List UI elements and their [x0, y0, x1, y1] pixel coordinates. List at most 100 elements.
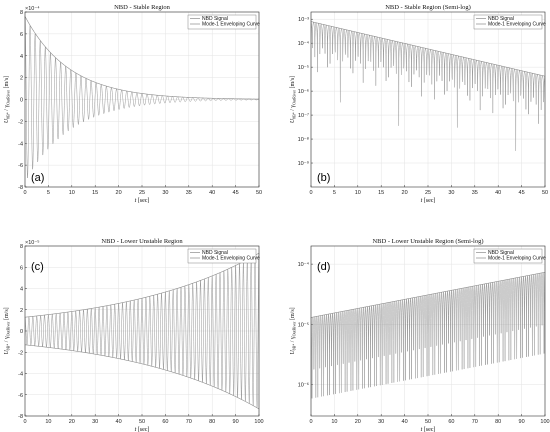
chart-d-xtick-label: 70: [472, 419, 478, 425]
chart-a-ytick-label: -8: [18, 185, 23, 191]
chart-c-ytick-label: -6: [18, 393, 23, 399]
chart-a-xtick-label: 5: [47, 190, 50, 196]
chart-d-xtick-label: 90: [519, 419, 525, 425]
chart-d-ylabel: UθB* / γOutRiver [m/s]: [290, 307, 297, 354]
chart-a-xtick-label: 45: [233, 190, 239, 196]
chart-d-title: NBD - Lower Unstable Region (Semi-log): [372, 238, 483, 245]
chart-c-series-envelope-lower: [24, 344, 260, 410]
chart-b-ytick-label: 10⁻³: [298, 17, 309, 23]
chart-c-ytick-label: 0: [20, 329, 23, 335]
chart-a-y-exponent: ×10⁻⁴: [25, 5, 40, 12]
chart-d-xlabel: t [sec]: [421, 427, 436, 432]
chart-b-panel-label: (b): [317, 172, 330, 184]
chart-b-frame: [310, 11, 546, 188]
chart-a-ytick-label: 8: [20, 10, 23, 16]
chart-c-xtick-label: 20: [69, 419, 75, 425]
chart-b-xtick-label: 45: [519, 190, 525, 196]
chart-d-xtick-label: 50: [425, 419, 431, 425]
chart-c-legend-box: [187, 248, 257, 264]
chart-c-xtick-label: 40: [116, 419, 122, 425]
chart-a-xtick-label: 25: [139, 190, 145, 196]
chart-a-ytick-label: 0: [20, 98, 23, 104]
chart-c-panel-label: (c): [31, 261, 44, 273]
chart-b-title: NBD - Stable Region (Semi-log): [385, 4, 471, 11]
chart-b-xlabel: t [sec]: [421, 198, 436, 204]
chart-d-xtick-label: 40: [402, 419, 408, 425]
chart-b-legend-box: [473, 14, 543, 30]
chart-a-series-envelope-upper: [24, 16, 259, 100]
chart-d-xtick-label: 20: [355, 419, 361, 425]
chart-b-xtick-label: 20: [402, 190, 408, 196]
chart-b-ytick-label: 10⁻⁹: [298, 160, 309, 167]
chart-d-panel-label: (d): [317, 261, 330, 273]
chart-a-ytick-label: 6: [20, 32, 23, 38]
chart-a-ytick-label: -2: [18, 119, 23, 125]
chart-c-xtick-label: 0: [23, 419, 26, 425]
chart-a-frame: [24, 11, 260, 188]
chart-d: 0 10 20 30 40 50 60 70 80 90 100 10⁻⁴ 10⁻⁵ 10⁻⁶ NBD - …: [290, 238, 550, 432]
chart-c-xtick-label: 70: [186, 419, 192, 425]
chart-c-ytick-label: 4: [20, 287, 23, 293]
chart-b-ytick-label: 10⁻⁵: [298, 64, 309, 71]
chart-c-ylabel: UθB* / γOutRiver [m/s]: [4, 307, 11, 354]
chart-c-ytick-label: -4: [18, 372, 23, 378]
chart-d-legend-label: Mode-1 Enveloping Curve: [488, 256, 546, 262]
chart-b: 0 5 10 15 20 25 30 35 40 45 50 10⁻³ 10⁻⁴ 10⁻⁵ 10⁻⁶ 10⁻⁷…: [290, 4, 548, 204]
chart-b-xtick-label: 10: [355, 190, 361, 196]
chart-a-ytick-label: -6: [18, 163, 23, 169]
chart-d-frame: [310, 245, 546, 417]
chart-a-xlabel: t [sec]: [135, 198, 150, 204]
chart-c-legend-label: Mode-1 Enveloping Curve: [202, 256, 260, 262]
chart-c-xtick-label: 90: [233, 419, 239, 425]
chart-c-ytick-label: 2: [20, 308, 23, 314]
chart-b-xtick-label: 35: [472, 190, 478, 196]
chart-a-panel-label: (a): [31, 172, 44, 184]
chart-c-y-exponent: ×10⁻⁵: [25, 239, 40, 246]
chart-a-xtick-label: 15: [92, 190, 98, 196]
chart-c-ytick-label: -2: [18, 350, 23, 356]
chart-c-xtick-label: 50: [139, 419, 145, 425]
chart-b-xtick-label: 30: [448, 190, 454, 196]
chart-d-ytick-label: 10⁻⁶: [298, 382, 309, 389]
chart-c-ytick-label: 8: [20, 244, 23, 250]
chart-d-xtick-label: 30: [378, 419, 384, 425]
chart-a-legend-label: NBD Signal: [202, 16, 228, 22]
chart-c-title: NBD - Lower Unstable Region: [101, 238, 183, 245]
chart-c-ytick-label: -8: [18, 414, 23, 420]
chart-b-xtick-label: 0: [309, 190, 312, 196]
chart-b-ytick-label: 10⁻⁴: [298, 40, 310, 47]
chart-b-ytick-label: 10⁻⁶: [298, 88, 309, 95]
chart-a-xtick-label: 20: [116, 190, 122, 196]
chart-a-xtick-label: 10: [69, 190, 75, 196]
chart-a-xtick-label: 50: [256, 190, 262, 196]
chart-d-xtick-label: 100: [540, 419, 549, 425]
chart-d-ytick-label: 10⁻⁵: [298, 321, 309, 328]
chart-a-ytick-label: -4: [18, 141, 23, 147]
chart-d-xtick-label: 0: [309, 419, 312, 425]
chart-d-legend-label: NBD Signal: [488, 250, 514, 256]
chart-b-legend-label: NBD Signal: [488, 16, 514, 22]
chart-a-ytick-label: 4: [20, 54, 23, 60]
chart-b-legend-label: Mode-1 Enveloping Curve: [488, 22, 546, 28]
chart-b-ytick-label: 10⁻⁷: [298, 112, 309, 119]
chart-c-xtick-label: 10: [45, 419, 51, 425]
chart-b-xtick-label: 40: [495, 190, 501, 196]
chart-b-xtick-label: 15: [378, 190, 384, 196]
chart-b-ytick-label: 10⁻⁸: [298, 136, 309, 143]
chart-b-ylabel: UθB* / γOutRiver [m/s]: [290, 76, 297, 123]
chart-d-ytick-label: 10⁻⁴: [298, 261, 310, 268]
chart-c-ytick-label: 6: [20, 265, 23, 271]
chart-c-xlabel: t [sec]: [135, 427, 150, 432]
chart-d-legend-box: [473, 248, 543, 264]
chart-a-xtick-label: 0: [23, 190, 26, 196]
chart-a-ytick-label: 2: [20, 76, 23, 82]
chart-d-xtick-label: 60: [448, 419, 454, 425]
chart-c-legend-label: NBD Signal: [202, 250, 228, 256]
chart-a-legend-label: Mode-1 Enveloping Curve: [202, 22, 260, 28]
chart-c-xtick-label: 100: [254, 419, 263, 425]
chart-a-xtick-label: 30: [162, 190, 168, 196]
